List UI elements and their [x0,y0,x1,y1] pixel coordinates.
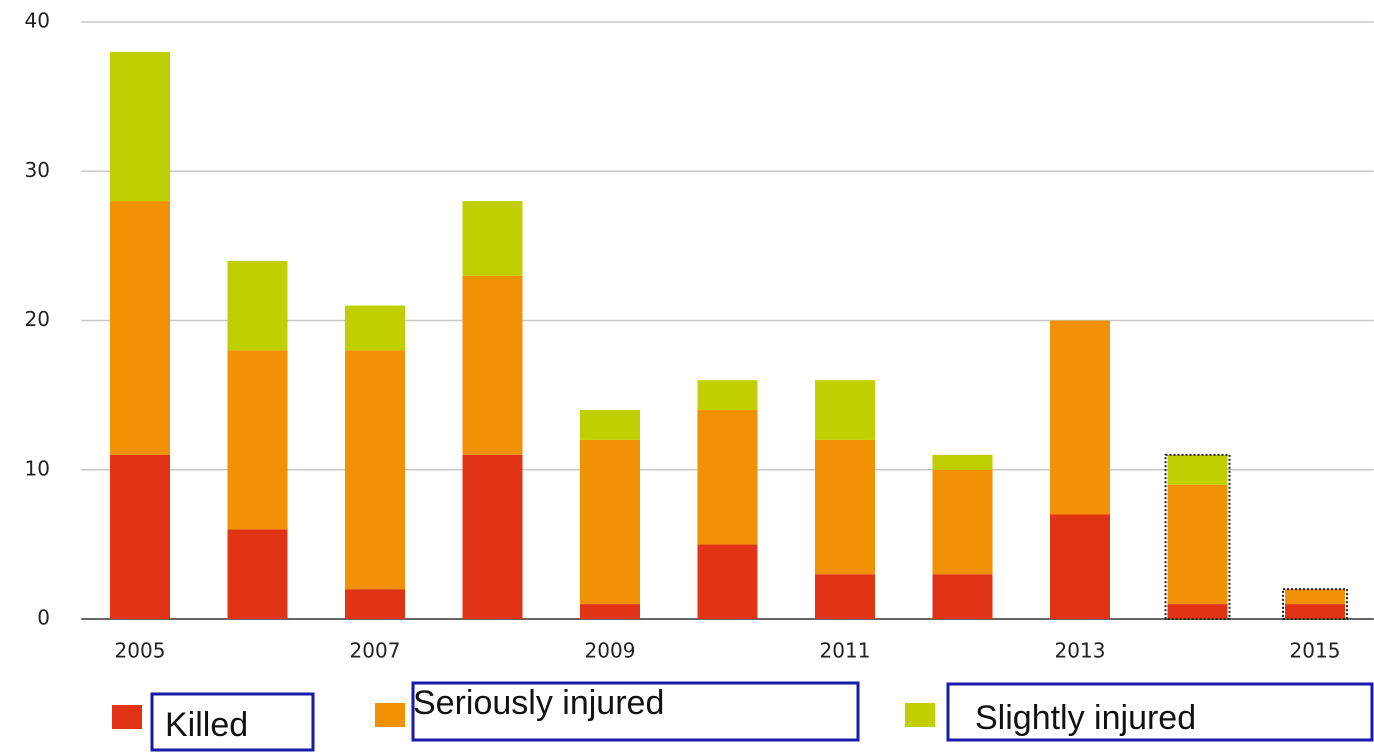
bar-segment [697,410,758,545]
bar-segment [932,454,993,470]
bar-segment [580,439,640,605]
bar-segment [1050,320,1110,515]
bar-segment [1167,454,1228,485]
bar-segment [227,350,288,530]
highlight-outline [1282,588,1348,621]
x-tick-label: 2007 [350,639,401,663]
legend-swatch [375,703,405,727]
bar-segment [697,544,758,619]
bar-segment [462,275,523,455]
bar-segment [1050,514,1110,619]
bar-segment [815,574,875,619]
x-tick-label: 2011 [820,639,871,663]
bar-segment [932,469,993,575]
bar-segment [462,201,523,276]
legend-label: Killed [165,706,248,744]
y-tick-label: 30 [25,158,50,182]
bar-segment [227,529,288,619]
bar-segment [110,201,170,455]
x-tick-label: 2009 [585,639,636,663]
bar-segment [110,51,170,202]
y-tick-label: 20 [25,307,50,331]
bar-segment [1285,604,1345,619]
bar-segment [1167,484,1228,605]
legend-swatch [905,703,935,727]
y-tick-label: 0 [37,606,50,630]
x-tick-label: 2013 [1055,639,1106,663]
bar-segment [580,604,640,619]
bar-segment [110,454,170,619]
x-tick-label: 2005 [115,639,166,663]
bar-segment [462,454,523,619]
y-tick-label: 40 [25,9,50,33]
bar-segment [815,439,875,575]
bar-segment [345,350,405,590]
y-tick-label: 10 [25,456,50,480]
x-tick-label: 2015 [1290,639,1341,663]
bar-segment [227,260,288,351]
bar-segment [345,305,405,351]
bar-segment [580,410,640,440]
bar-segment [345,589,405,619]
legend-label: Seriously injured [413,684,664,722]
bar-segment [1167,604,1228,619]
annotation-box [411,681,860,742]
annotation-box [946,682,1374,742]
highlight-outline [1164,453,1231,621]
bar-segment [815,380,875,440]
legend-swatch [112,705,142,729]
annotation-box [150,692,315,752]
bar-segment [932,574,993,619]
legend-label: Slightly injured [975,699,1196,737]
bar-segment [697,380,758,411]
bar-segment [1285,589,1345,605]
